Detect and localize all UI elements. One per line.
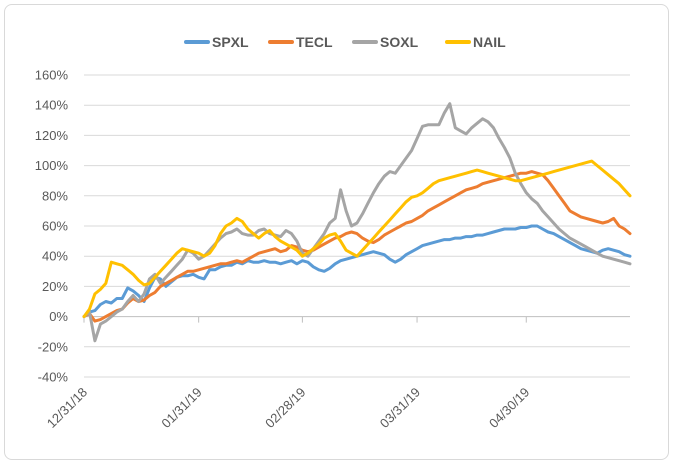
legend-label-soxl: SOXL	[380, 34, 419, 50]
series-line-soxl	[82, 102, 632, 343]
y-tick-label: -20%	[38, 339, 69, 354]
x-tick-label: 02/28/19	[262, 385, 308, 431]
y-tick-label: 120%	[35, 128, 69, 143]
legend-label-spxl: SPXL	[212, 34, 249, 50]
x-tick-label: 01/31/19	[158, 385, 204, 431]
gridlines	[84, 74, 630, 378]
y-tick-label: 20%	[42, 279, 68, 294]
legend-label-tecl: TECL	[296, 34, 333, 50]
y-tick-label: 100%	[35, 158, 69, 173]
y-tick-label: 140%	[35, 98, 69, 113]
legend: SPXL TECL SOXL NAIL	[184, 34, 506, 50]
chart-frame	[4, 4, 669, 460]
x-tick-label: 04/30/19	[486, 385, 532, 431]
y-axis: -40% -20% 0% 20% 40% 60% 80% 100% 120% 140% 160%	[35, 68, 69, 385]
x-axis: 12/31/18 01/31/19 02/28/19 03/31/19 04/30/19	[44, 316, 532, 431]
y-tick-label: 40%	[42, 249, 68, 264]
x-tick-label: 03/31/19	[377, 385, 423, 431]
series-line-nail	[82, 159, 632, 319]
legend-label-nail: NAIL	[473, 34, 506, 50]
series-line-tecl	[82, 170, 632, 323]
y-tick-label: 0%	[49, 309, 68, 324]
series-line-spxl	[82, 224, 632, 319]
y-tick-label: 60%	[42, 219, 68, 234]
series-group	[82, 102, 632, 343]
x-tick-label: 12/31/18	[44, 385, 90, 431]
y-tick-label: 160%	[35, 68, 69, 83]
y-tick-label: 80%	[42, 188, 68, 203]
y-tick-label: -40%	[38, 370, 69, 385]
